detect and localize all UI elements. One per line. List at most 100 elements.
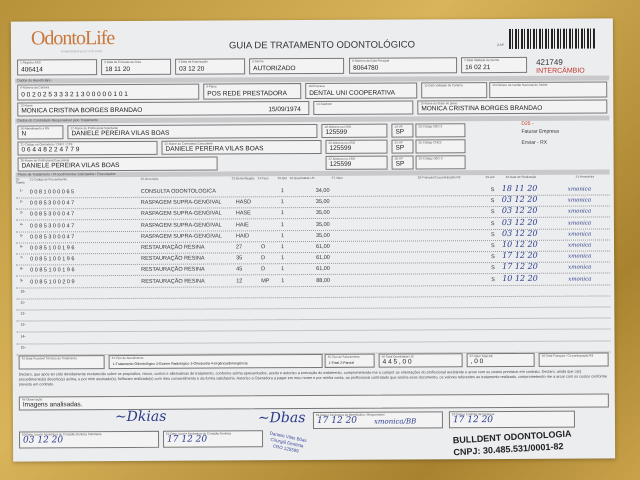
atendimento-rn-field[interactable]: 16-Atendimento a RN N	[17, 125, 64, 140]
side-note-rx: Enviar - RX	[521, 139, 548, 146]
cell-qty: 1	[280, 232, 285, 239]
cro-field[interactable]: 18-Número no CRO 125599	[321, 123, 388, 138]
page-ref: 2-Nº	[496, 42, 504, 48]
data-autorizacao-field[interactable]: 4-Data da Autorização 03 12 20	[175, 58, 246, 75]
total-us-field[interactable]: 46-Total Quantidade US 4 4 5 , 0 0	[378, 353, 463, 368]
carteira-field-value: 0 0 2 0 2 5 3 3 3 2 1 3 0 0 0 0 0 1 0 1	[21, 90, 128, 99]
column-header: 33-Dente/Região	[231, 176, 255, 181]
data-emissao-field-label: 3-Data de Emissão da Guia	[104, 59, 141, 65]
registro-ans-field[interactable]: 1-Registro ANS 406414	[17, 59, 98, 76]
cell-desc: CONSULTA ODONTOLOGICA	[140, 188, 216, 195]
valor-total-field-value: , 0 0	[470, 357, 484, 366]
column-header: 41-Assinatura	[575, 174, 595, 179]
column-header: 39-Aut	[485, 175, 495, 180]
cell-desc: RASPAGEM SUPRA-GENGIVAL	[140, 199, 222, 207]
uf3-field[interactable]: 28-UF SP	[391, 155, 414, 170]
codigo-operadora-field[interactable]: 21-Código na Operadora / CNPJ / CPF 0 6 4…	[17, 140, 158, 156]
beneficiario-name-field[interactable]: 13-Nome MONICA CRISTINA BORGES BRANDAO 15/…	[17, 101, 310, 117]
uf-field-value: SP	[395, 128, 405, 136]
data-autorizacao-field-label: 4-Data da Autorização	[178, 59, 208, 64]
carteira-field[interactable]: 8-Número da Carteira 0 0 2 0 2 5 3 3 3 2 …	[17, 83, 200, 101]
barcode	[508, 28, 596, 49]
cbo-field-label: 20-Código CBO S	[418, 124, 443, 129]
cell-aut: S	[490, 220, 495, 227]
tipo-faturamento-field-value: 1-Total 2-Parcial	[328, 360, 354, 366]
franquia-field[interactable]: 48-Total Franquia / Co-participação R$	[538, 352, 609, 367]
contratado-executante-field-value: DANIELE PEREIRA VILAS BOAS	[165, 145, 264, 153]
data-solicitante-field-value: 03 12 20	[23, 435, 64, 446]
cnes-field-label: 25-Código CNES	[418, 140, 442, 145]
validade-senha-field[interactable]: 7-Data Validade da Senha 16 02 21	[461, 56, 528, 74]
cell-code: 0 0 8 5 1 0 0 1 9 6	[30, 256, 75, 263]
plano-field-value: POS REDE PRESTADORA	[207, 89, 287, 98]
cell-sign: xmonica	[568, 253, 592, 260]
guide-number: 421749	[536, 57, 563, 67]
logo-text: OdontoLife	[30, 27, 115, 50]
cbo3-field[interactable]: 29-Código CBO S	[415, 155, 466, 170]
empresa-field[interactable]: 10-Empresa DENTAL UNI COOPERATIVA	[305, 82, 418, 100]
guia-principal-field[interactable]: 6-Número da Guia Principal 8064780	[349, 57, 458, 74]
cell-face: O	[261, 244, 266, 251]
cell-desc: RESTAURAÇÃO RESINA	[141, 278, 205, 285]
senha-field[interactable]: 5-Senha AUTORIZADO	[249, 57, 345, 75]
cell-qty: 1	[280, 199, 284, 206]
cell-region: 27	[236, 244, 243, 251]
data-solicitante-field[interactable]: 50-Data, local e Assinatura do Cirurgião…	[18, 430, 160, 449]
dentist-signature-2: ~Dbas	[257, 410, 306, 427]
termino-field[interactable]: 42-Data Provável Término do Tratamento	[18, 355, 105, 370]
cro2-field-value: 125599	[329, 144, 352, 152]
cell-face: D	[261, 255, 266, 262]
column-header: 31-Código do Procedimento	[29, 177, 68, 182]
beneficiario-sign-field-value: 17 12 20	[316, 415, 358, 427]
cell-aut: S	[490, 231, 495, 238]
cell-region: 35	[236, 255, 243, 262]
uf-field[interactable]: 19-UF SP	[391, 123, 414, 138]
cell-qty: 1	[281, 244, 285, 251]
data-autorizacao-field-value: 03 12 20	[179, 65, 205, 73]
cell-desc: RASPAGEM SUPRA-GENGIVAL	[140, 233, 222, 240]
profissional-solicitante-field[interactable]: 17-Nome do Profissional Solicitante DANIE…	[67, 123, 318, 140]
cell-code: 0 0 8 5 1 0 0 1 9 6	[30, 267, 75, 274]
cell-aut: S	[491, 243, 495, 250]
row-number: 10-	[20, 289, 26, 294]
beneficiario-name-field-value: MONICA CRISTINA BORGES BRANDAO	[21, 106, 143, 115]
tipo-atendimento-field[interactable]: 44-Tipo de Atendimento 1-Tratamento Odont…	[108, 353, 323, 370]
validade-carteira-field[interactable]: 11-Data Validade da Carteira	[421, 82, 488, 99]
uf2-field[interactable]: 24-UF SP	[391, 139, 414, 154]
cbo-field[interactable]: 20-Código CBO S	[415, 123, 466, 138]
data-empresa-field[interactable]: 53-Data e Carimbo da Empresa 17 12 20	[448, 410, 575, 429]
tipo-faturamento-field[interactable]: 45-Tipo de Faturamento 1-Total 2-Parcial	[324, 353, 375, 368]
cro3-field[interactable]: 27-Número no CRO 125599	[325, 155, 388, 170]
telefone-field[interactable]: 14-Telefone	[313, 100, 414, 115]
data-emissao-field[interactable]: 3-Data de Emissão da Guia 18 11 20	[101, 58, 172, 76]
cell-code: 0 0 8 5 1 0 0 2 0 9	[30, 278, 75, 286]
cro-field-value: 125599	[325, 128, 348, 136]
cell-desc: RASPAGEM SUPRA-GENGIVAL	[140, 222, 222, 229]
cell-aut: S	[490, 209, 495, 216]
cell-qty: 1	[280, 188, 284, 195]
plano-field[interactable]: 9-Plano POS REDE PRESTADORA	[203, 83, 302, 100]
total-us-field-value: 4 4 5 , 0 0	[382, 358, 412, 366]
contratado-executante-field[interactable]: 22-Nome do Contratado Executante DANIELE …	[161, 139, 322, 155]
observation-field[interactable]: 49-Observação Imagens analisadas.	[18, 393, 609, 411]
cnes-field[interactable]: 25-Código CNES	[415, 139, 466, 154]
cell-qty: 1	[280, 221, 284, 228]
senha-field-value: AUTORIZADO	[253, 64, 296, 73]
beneficiario-sign-field[interactable]: 52-Data e Assinatura do Beneficiário / R…	[312, 411, 443, 430]
cell-date: 17 12 20	[502, 262, 538, 272]
row-number: 15-	[20, 345, 26, 350]
titular-field[interactable]: 15-Nome do titular do plano MONICA CRISTI…	[417, 99, 608, 115]
guide-status: INTERCÂMBIO	[536, 67, 585, 75]
cell-region: 12	[236, 277, 243, 284]
valor-total-field[interactable]: 47-Valor Total R$, 0 0	[466, 352, 535, 368]
cell-value: 88,00	[316, 277, 330, 284]
cell-desc: RESTAURAÇÃO RESINA	[141, 255, 205, 263]
cell-sign: xmonica	[567, 208, 592, 216]
cartao-sus-field[interactable]: 12-Número do Cartão Nacional de Saúde	[489, 81, 608, 99]
cell-aut: S	[490, 198, 495, 205]
cell-face: D	[261, 266, 266, 273]
profissional-executante-field[interactable]: 26-Nome do Profissional Executante DANIEL…	[17, 156, 218, 172]
cro2-field[interactable]: 23-Número no CRO 125599	[325, 139, 388, 154]
data-executante-field[interactable]: 51-Data, local e Assinatura do Cirurgião…	[162, 430, 264, 448]
row-number: 11-	[20, 300, 26, 305]
